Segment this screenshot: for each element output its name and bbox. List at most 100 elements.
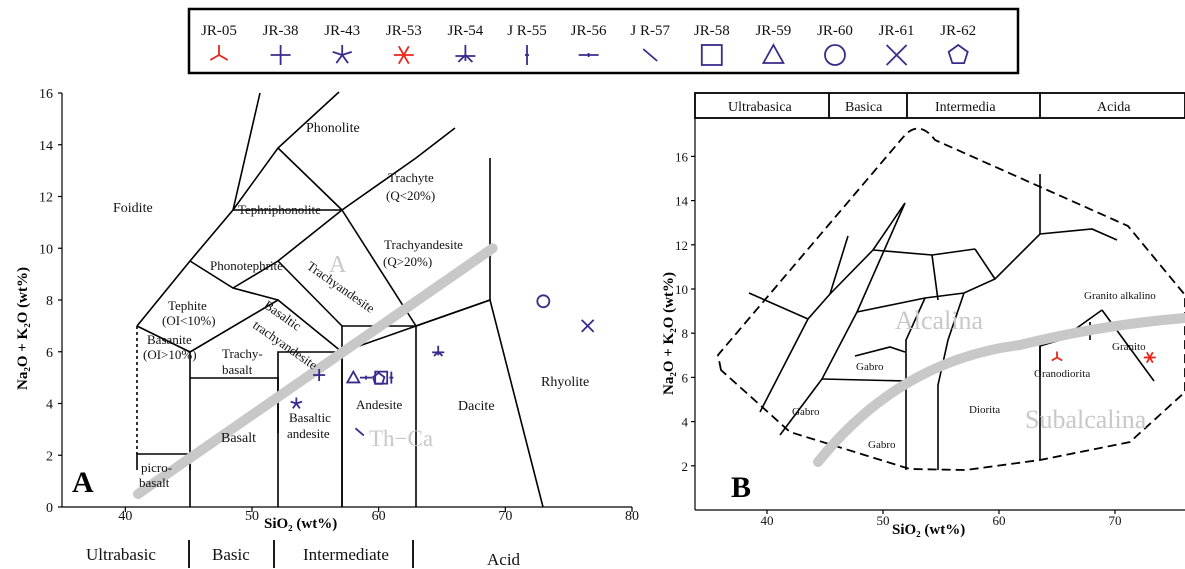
legend-item: J R-57 bbox=[630, 23, 670, 62]
class-ultrabasica: Ultrabasica bbox=[728, 100, 793, 115]
legend-item: JR-58 bbox=[694, 23, 730, 66]
field-subalkaline: Th−Ca bbox=[369, 426, 433, 451]
y-tick-label: 12 bbox=[39, 191, 53, 206]
x-tick-label: 50 bbox=[877, 513, 890, 528]
field-basanite: Basanite bbox=[147, 332, 192, 347]
legend-symbol-icon bbox=[393, 45, 414, 65]
legend-item: JR-59 bbox=[755, 23, 791, 64]
legend-symbol-icon bbox=[525, 45, 529, 65]
legend-item: JR-54 bbox=[447, 23, 484, 63]
field-gabro-1: Gabro bbox=[856, 361, 884, 373]
field-alkaline: A bbox=[329, 252, 347, 278]
field-tephriphonolite: Tephriphonolite bbox=[238, 202, 321, 217]
point-jr-62 bbox=[371, 371, 386, 385]
legend-symbol-icon bbox=[642, 48, 658, 62]
legend-symbol-icon bbox=[455, 45, 476, 63]
legend-symbol-icon bbox=[761, 43, 785, 64]
legend-symbol-icon bbox=[332, 45, 352, 64]
class-intermediate: Intermediate bbox=[303, 545, 389, 564]
class-ultrabasic: Ultrabasic bbox=[86, 545, 156, 564]
legend-label: JR-56 bbox=[571, 23, 607, 39]
field-trachyandesite: Trachyandesite bbox=[384, 237, 463, 252]
y-tick-label: 4 bbox=[682, 415, 689, 430]
legend-item: JR-60 bbox=[817, 23, 853, 66]
y-tick-label: 16 bbox=[675, 149, 689, 164]
panel-b-ylabel: Na₂O + K₂O (wt%) bbox=[661, 272, 677, 395]
class-acida: Acida bbox=[1097, 100, 1131, 115]
legend-item: JR-56 bbox=[571, 23, 607, 57]
point-jr-57 bbox=[354, 427, 365, 437]
legend-label: J R-55 bbox=[507, 23, 547, 39]
legend-label: J R-57 bbox=[630, 23, 670, 39]
legend-label: JR-59 bbox=[755, 23, 791, 39]
legend-symbol-icon bbox=[947, 43, 969, 64]
x-tick-label: 50 bbox=[245, 509, 259, 524]
point-jr-56 bbox=[360, 375, 372, 380]
field-basalt: Basalt bbox=[221, 431, 256, 446]
legend-label: JR-43 bbox=[324, 23, 360, 39]
point-jr-43 bbox=[290, 397, 303, 409]
legend-symbol-icon bbox=[270, 45, 291, 65]
legend-label: JR-54 bbox=[447, 23, 483, 39]
legend-symbol-icon bbox=[700, 44, 723, 66]
legend-item: JR-53 bbox=[386, 23, 422, 65]
field-gabro-3: Gabro bbox=[868, 439, 896, 451]
legend-label: JR-53 bbox=[386, 23, 422, 39]
point-jr-61 bbox=[581, 319, 595, 333]
alkaline-subalkaline-divider bbox=[133, 243, 498, 500]
legend-label: JR-58 bbox=[694, 23, 730, 39]
panel-a-classification: Ultrabasic Basic Intermediate Acid bbox=[86, 540, 521, 569]
gabbroic-envelope bbox=[717, 127, 1185, 471]
legend-symbol-icon bbox=[885, 44, 908, 66]
field-dacite: Dacite bbox=[458, 399, 495, 414]
point-jr-53 bbox=[1143, 351, 1156, 364]
y-tick-label: 6 bbox=[682, 370, 689, 385]
field-phonolite: Phonolite bbox=[306, 121, 360, 136]
field-rhyolite: Rhyolite bbox=[541, 375, 589, 390]
legend-item: JR-43 bbox=[324, 23, 360, 64]
field-alcalina: Alcalina bbox=[895, 306, 984, 335]
legend-label: JR-38 bbox=[263, 23, 299, 39]
legend-item: JR-62 bbox=[940, 23, 976, 64]
field-subalcalina: Subalcalina bbox=[1025, 405, 1147, 434]
class-basica: Basica bbox=[845, 100, 883, 115]
legend: JR-05 JR-38 JR-43 JR-53 JR-54 J R-55 JR-56 J R-… bbox=[187, 7, 1020, 75]
class-acid: Acid bbox=[487, 550, 521, 569]
legend-symbol-icon bbox=[824, 44, 846, 66]
x-tick-label: 60 bbox=[993, 513, 1006, 528]
panel-a-ylabel: Na₂O + K₂O (wt%) bbox=[15, 267, 31, 390]
y-tick-label: 4 bbox=[46, 398, 53, 413]
point-jr-55 bbox=[389, 371, 394, 384]
field-trachybasalt-1: Trachy- bbox=[222, 346, 263, 361]
field-phonotephrite: Phonotephrite bbox=[210, 258, 283, 273]
field-andesite: Andesite bbox=[356, 397, 402, 412]
tas-field-boundaries bbox=[136, 91, 544, 508]
field-diorita: Diorita bbox=[969, 404, 1000, 416]
legend-item: JR-38 bbox=[263, 23, 299, 65]
legend-label: JR-05 bbox=[201, 23, 237, 39]
panel-a-label: A bbox=[72, 466, 94, 499]
legend-label: JR-61 bbox=[879, 23, 915, 39]
panel-b: Ultrabasica Basica Intermedia Acida 2 4 6 8… bbox=[661, 92, 1185, 538]
x-tick-label: 70 bbox=[1109, 513, 1122, 528]
point-jr-05 bbox=[1051, 351, 1063, 362]
field-tephrite-ol: (OI<10%) bbox=[162, 313, 216, 328]
y-tick-label: 2 bbox=[46, 449, 53, 464]
x-tick-label: 40 bbox=[761, 513, 774, 528]
y-tick-label: 2 bbox=[682, 459, 689, 474]
x-tick-label: 70 bbox=[498, 509, 512, 524]
y-tick-label: 12 bbox=[675, 238, 688, 253]
field-foidite: Foidite bbox=[113, 201, 153, 216]
x-tick-label: 60 bbox=[372, 509, 386, 524]
y-tick-label: 0 bbox=[46, 501, 53, 516]
field-basanite-ol: (OI>10%) bbox=[143, 347, 197, 362]
legend-item: JR-61 bbox=[879, 23, 915, 66]
y-tick-label: 14 bbox=[39, 139, 53, 154]
field-picrobasalt-1: picro- bbox=[141, 460, 172, 475]
field-trachyandesite-q: (Q>20%) bbox=[383, 254, 432, 269]
x-tick-label: 40 bbox=[118, 509, 132, 524]
point-jr-54 bbox=[432, 345, 445, 357]
y-tick-label: 8 bbox=[46, 294, 53, 309]
field-trachyte: Trachyte bbox=[388, 170, 434, 185]
